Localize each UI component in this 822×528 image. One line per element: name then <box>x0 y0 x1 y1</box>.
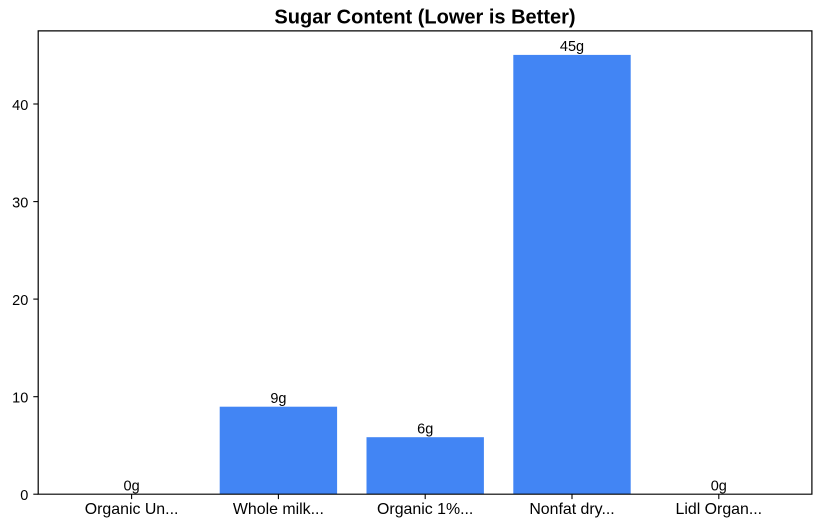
svg-text:Nonfat dry...: Nonfat dry... <box>529 501 614 518</box>
svg-text:0: 0 <box>20 488 28 504</box>
svg-text:40: 40 <box>12 98 28 114</box>
svg-text:20: 20 <box>12 293 28 309</box>
svg-text:45g: 45g <box>560 39 584 55</box>
svg-text:30: 30 <box>12 195 28 211</box>
svg-text:Sugar Content (Lower is Better: Sugar Content (Lower is Better) <box>274 7 575 29</box>
svg-text:0g: 0g <box>124 478 140 494</box>
svg-text:Lidl Organ...: Lidl Organ... <box>676 501 763 518</box>
svg-text:Whole milk...: Whole milk... <box>233 501 324 518</box>
svg-text:Organic Un...: Organic Un... <box>85 501 179 518</box>
svg-text:10: 10 <box>12 390 28 406</box>
svg-text:0g: 0g <box>711 478 727 494</box>
svg-text:6g: 6g <box>417 421 433 437</box>
svg-text:9g: 9g <box>270 391 286 407</box>
svg-text:Organic 1%...: Organic 1%... <box>377 501 473 518</box>
